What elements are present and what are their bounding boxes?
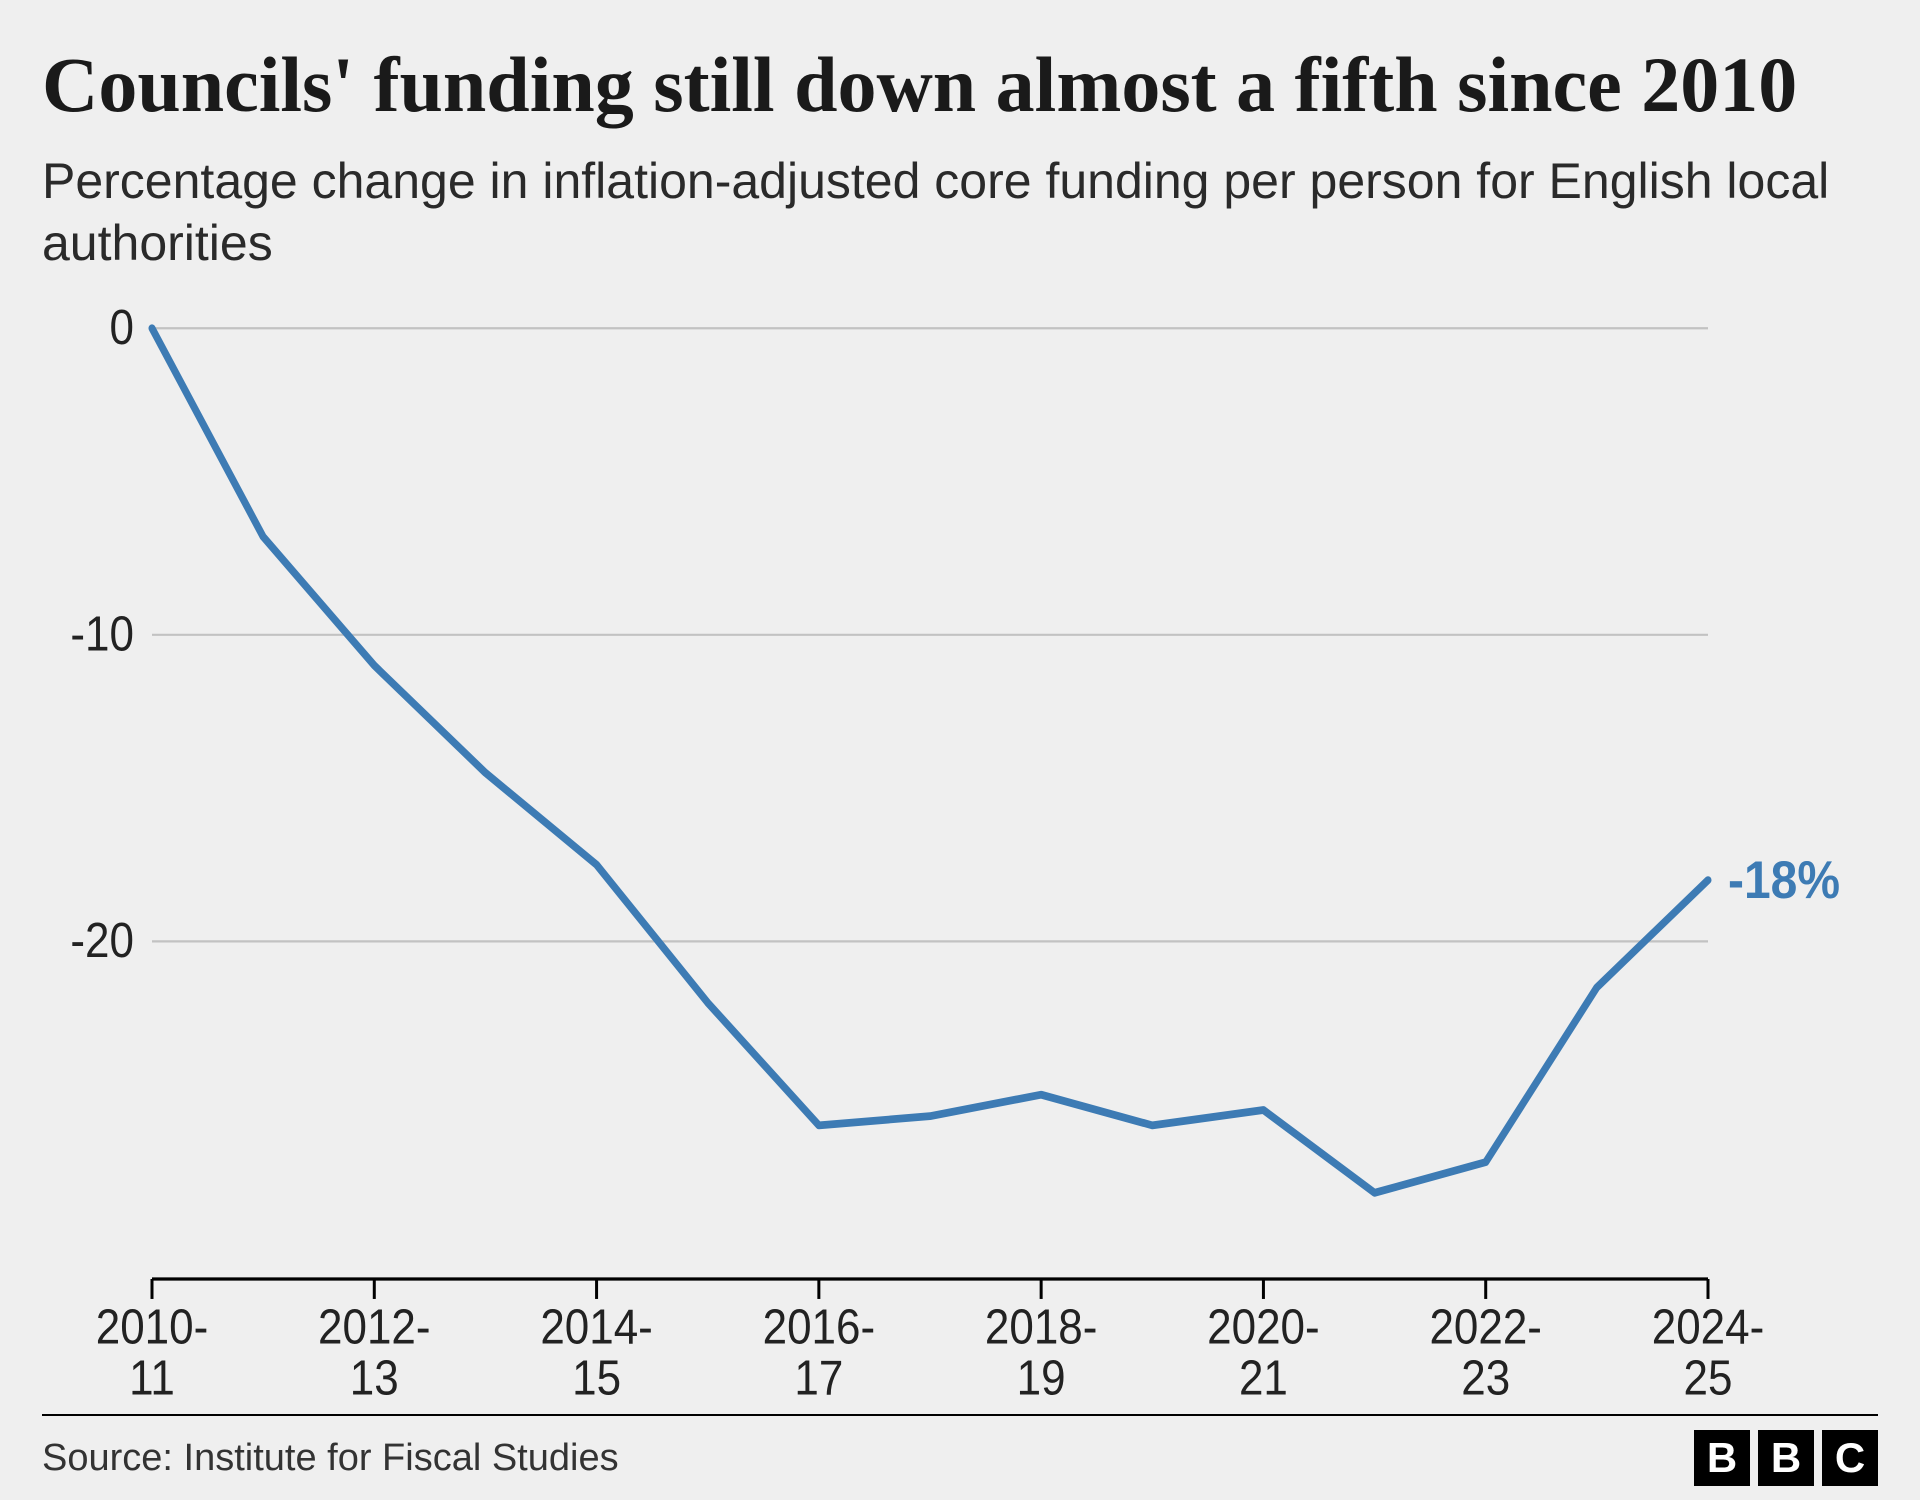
x-tick-label: 2024-25: [1652, 1299, 1764, 1405]
bbc-logo-block: B: [1694, 1430, 1750, 1486]
x-tick-label: 2018-19: [985, 1299, 1097, 1405]
y-tick-label: -20: [70, 913, 134, 968]
y-tick-label: -10: [70, 606, 134, 661]
chart-subtitle: Percentage change in inflation-adjusted …: [42, 150, 1878, 275]
source-line: Source: Institute for Fiscal Studies: [42, 1437, 619, 1480]
y-tick-label: 0: [110, 299, 134, 354]
chart-plot: 0 -10 -20 2010-11 2012-13 2014-15 2016-17 2018-…: [42, 295, 1878, 1414]
bbc-logo-block: B: [1758, 1430, 1814, 1486]
x-tick-label: 2012-13: [318, 1299, 430, 1405]
x-tick-label: 2016-17: [763, 1299, 875, 1405]
line-series: [152, 328, 1708, 1193]
bbc-logo: BBC: [1694, 1430, 1878, 1486]
x-tick-label: 2014-15: [540, 1299, 652, 1405]
bbc-logo-block: C: [1822, 1430, 1878, 1486]
chart-footer: Source: Institute for Fiscal Studies BBC: [42, 1414, 1878, 1500]
chart-card: Councils' funding still down almost a fi…: [0, 0, 1920, 1500]
endpoint-label: -18%: [1728, 849, 1840, 909]
x-tick-label: 2022-23: [1429, 1299, 1541, 1405]
x-tick-label: 2010-11: [96, 1299, 208, 1405]
x-tick-label: 2020-21: [1207, 1299, 1319, 1405]
chart-title: Councils' funding still down almost a fi…: [42, 42, 1878, 128]
